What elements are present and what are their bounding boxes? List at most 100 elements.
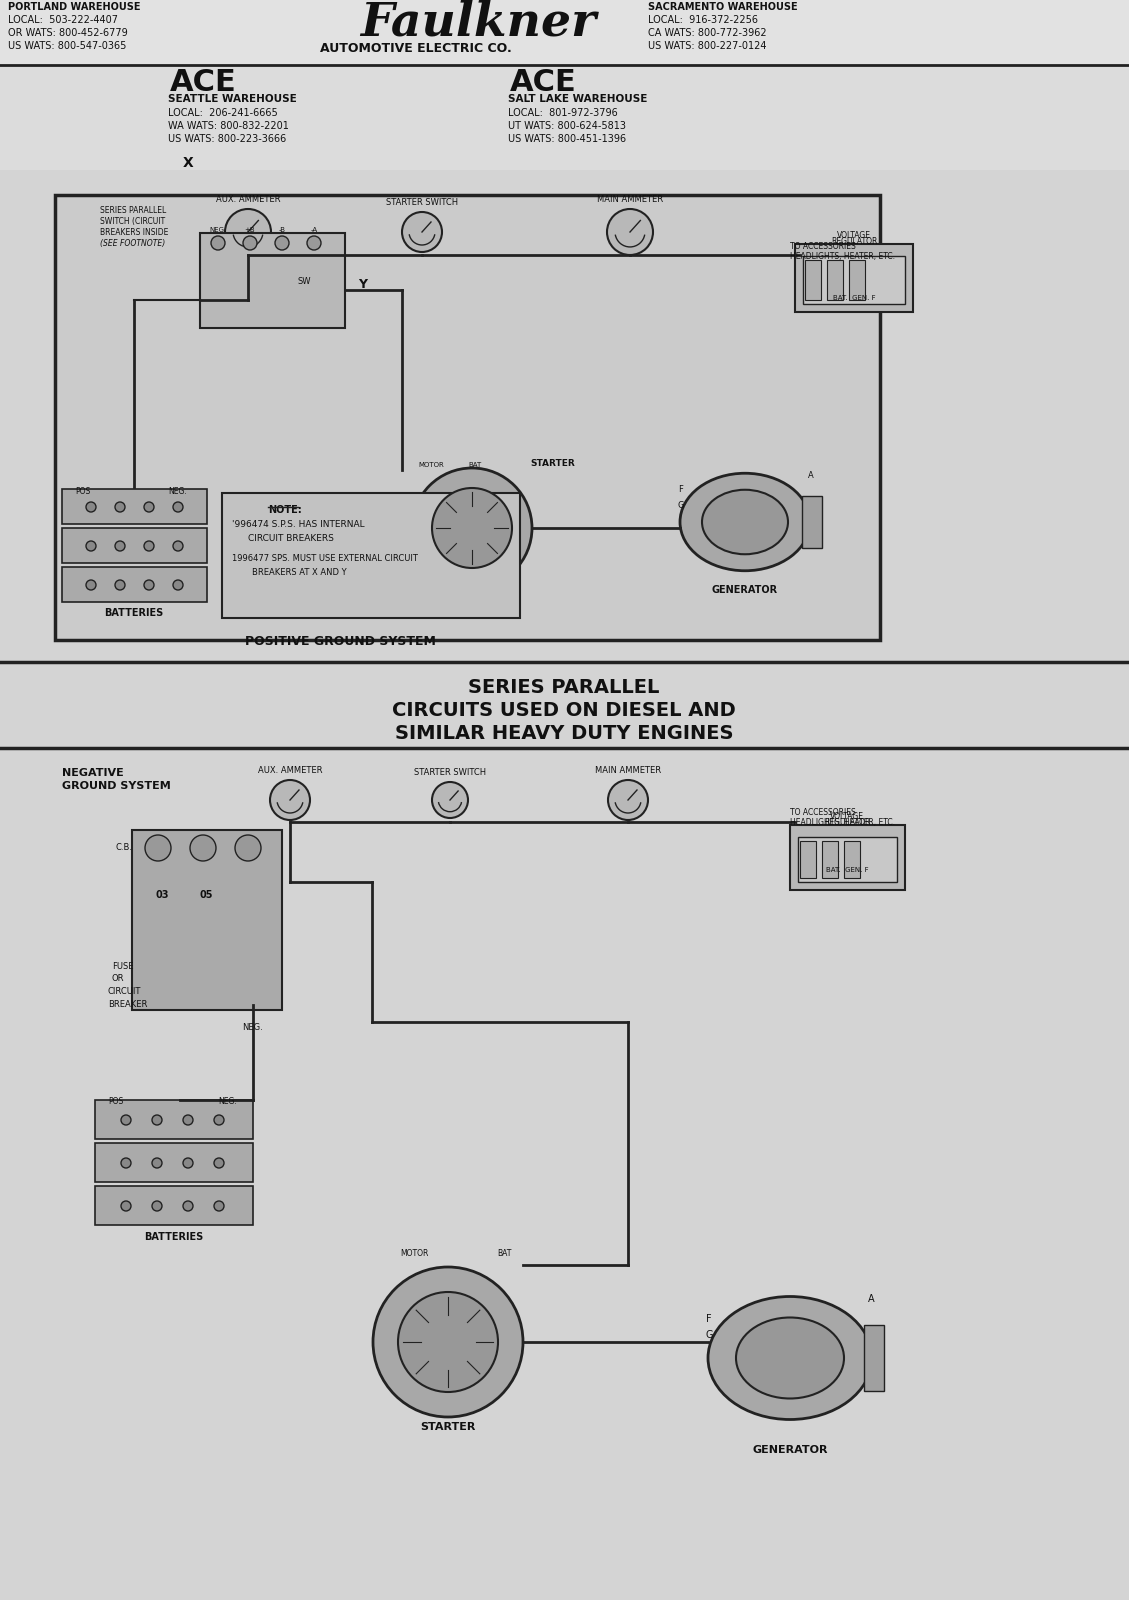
Text: MOTOR: MOTOR xyxy=(418,462,444,467)
Text: CA WATS: 800-772-3962: CA WATS: 800-772-3962 xyxy=(648,27,767,38)
Text: US WATS: 800-223-3666: US WATS: 800-223-3666 xyxy=(168,134,287,144)
Bar xyxy=(95,1142,253,1182)
Text: STARTER: STARTER xyxy=(420,1422,475,1432)
Bar xyxy=(795,243,913,312)
Text: BAT: BAT xyxy=(469,462,481,467)
Text: VOLTAGE: VOLTAGE xyxy=(837,230,870,240)
Circle shape xyxy=(225,210,271,254)
Text: STARTER: STARTER xyxy=(530,459,575,467)
Text: (SEE FOOTNOTE): (SEE FOOTNOTE) xyxy=(100,238,165,248)
Bar xyxy=(0,0,1129,66)
Text: 1996477 SPS. MUST USE EXTERNAL CIRCUIT: 1996477 SPS. MUST USE EXTERNAL CIRCUIT xyxy=(231,554,418,563)
Text: POSITIVE GROUND SYSTEM: POSITIVE GROUND SYSTEM xyxy=(245,635,436,648)
Text: OR WATS: 800-452-6779: OR WATS: 800-452-6779 xyxy=(8,27,128,38)
Text: SIMILAR HEAVY DUTY ENGINES: SIMILAR HEAVY DUTY ENGINES xyxy=(395,723,733,742)
Circle shape xyxy=(173,502,183,512)
Bar xyxy=(864,1325,884,1390)
Circle shape xyxy=(373,1267,523,1418)
Circle shape xyxy=(183,1115,193,1125)
Text: CIRCUIT: CIRCUIT xyxy=(108,987,141,995)
Circle shape xyxy=(270,781,310,819)
Circle shape xyxy=(121,1158,131,1168)
Text: GENERATOR: GENERATOR xyxy=(752,1445,828,1454)
Text: GROUND SYSTEM: GROUND SYSTEM xyxy=(62,781,170,790)
Circle shape xyxy=(173,541,183,550)
Bar xyxy=(0,66,1129,170)
Text: SEATTLE WAREHOUSE: SEATTLE WAREHOUSE xyxy=(168,94,297,104)
Text: NEGATIVE: NEGATIVE xyxy=(62,768,124,778)
Circle shape xyxy=(115,502,125,512)
Text: FUSE: FUSE xyxy=(112,962,133,971)
Circle shape xyxy=(145,835,170,861)
Text: BATTERIES: BATTERIES xyxy=(104,608,164,618)
Ellipse shape xyxy=(708,1296,872,1419)
Circle shape xyxy=(215,1202,224,1211)
Text: AUX. AMMETER: AUX. AMMETER xyxy=(216,195,280,203)
Text: MAIN AMMETER: MAIN AMMETER xyxy=(597,195,663,203)
Text: SALT LAKE WAREHOUSE: SALT LAKE WAREHOUSE xyxy=(508,94,647,104)
Circle shape xyxy=(215,1158,224,1168)
Text: PORTLAND WAREHOUSE: PORTLAND WAREHOUSE xyxy=(8,2,140,11)
Circle shape xyxy=(86,541,96,550)
Text: CIRCUIT BREAKERS: CIRCUIT BREAKERS xyxy=(248,534,334,542)
Bar xyxy=(849,259,865,301)
Bar xyxy=(798,837,898,882)
Circle shape xyxy=(609,781,648,819)
Text: LOCAL:  916-372-2256: LOCAL: 916-372-2256 xyxy=(648,14,758,26)
Circle shape xyxy=(307,235,321,250)
Text: NOTE:: NOTE: xyxy=(268,506,301,515)
Text: LOCAL:  206-241-6665: LOCAL: 206-241-6665 xyxy=(168,109,278,118)
Circle shape xyxy=(115,541,125,550)
Circle shape xyxy=(607,210,653,254)
Text: F: F xyxy=(679,485,683,494)
Text: UT WATS: 800-624-5813: UT WATS: 800-624-5813 xyxy=(508,122,625,131)
Circle shape xyxy=(152,1202,161,1211)
Text: A: A xyxy=(868,1294,875,1304)
Circle shape xyxy=(145,541,154,550)
Text: US WATS: 800-451-1396: US WATS: 800-451-1396 xyxy=(508,134,627,144)
Circle shape xyxy=(399,1293,498,1392)
Text: 05: 05 xyxy=(200,890,213,899)
Text: POS: POS xyxy=(75,488,90,496)
Bar xyxy=(805,259,821,301)
Circle shape xyxy=(275,235,289,250)
Circle shape xyxy=(183,1158,193,1168)
Circle shape xyxy=(145,579,154,590)
Bar xyxy=(803,256,905,304)
Circle shape xyxy=(243,235,257,250)
Circle shape xyxy=(121,1202,131,1211)
Bar xyxy=(95,1186,253,1226)
Circle shape xyxy=(215,1115,224,1125)
Text: G: G xyxy=(679,501,684,510)
Text: BAT.  GEN. F: BAT. GEN. F xyxy=(825,867,868,874)
Text: US WATS: 800-227-0124: US WATS: 800-227-0124 xyxy=(648,42,767,51)
Text: ACE: ACE xyxy=(170,67,237,98)
Text: BATTERIES: BATTERIES xyxy=(145,1232,203,1242)
Text: SW: SW xyxy=(298,277,312,286)
Text: F: F xyxy=(706,1314,711,1325)
Text: MOTOR: MOTOR xyxy=(400,1250,428,1258)
Text: X: X xyxy=(183,157,193,170)
Circle shape xyxy=(121,1115,131,1125)
Text: NEG.: NEG. xyxy=(168,488,186,496)
Circle shape xyxy=(152,1115,161,1125)
Text: WA WATS: 800-832-2201: WA WATS: 800-832-2201 xyxy=(168,122,289,131)
Text: NEG.: NEG. xyxy=(242,1024,263,1032)
Circle shape xyxy=(235,835,261,861)
Text: SERIES PARALLEL: SERIES PARALLEL xyxy=(469,678,659,698)
Circle shape xyxy=(432,782,469,818)
Circle shape xyxy=(86,579,96,590)
Ellipse shape xyxy=(680,474,809,571)
Text: G: G xyxy=(706,1330,714,1341)
Bar xyxy=(62,490,207,525)
Circle shape xyxy=(402,211,441,251)
Bar xyxy=(828,259,843,301)
Text: SWITCH (CIRCUIT: SWITCH (CIRCUIT xyxy=(100,218,165,226)
Circle shape xyxy=(412,467,532,587)
Bar xyxy=(800,842,816,878)
Text: BREAKER: BREAKER xyxy=(108,1000,148,1010)
Text: BAT.  GEN. F: BAT. GEN. F xyxy=(833,294,875,301)
Text: OR: OR xyxy=(112,974,124,982)
Text: Faulkner: Faulkner xyxy=(360,0,596,46)
Circle shape xyxy=(432,488,511,568)
